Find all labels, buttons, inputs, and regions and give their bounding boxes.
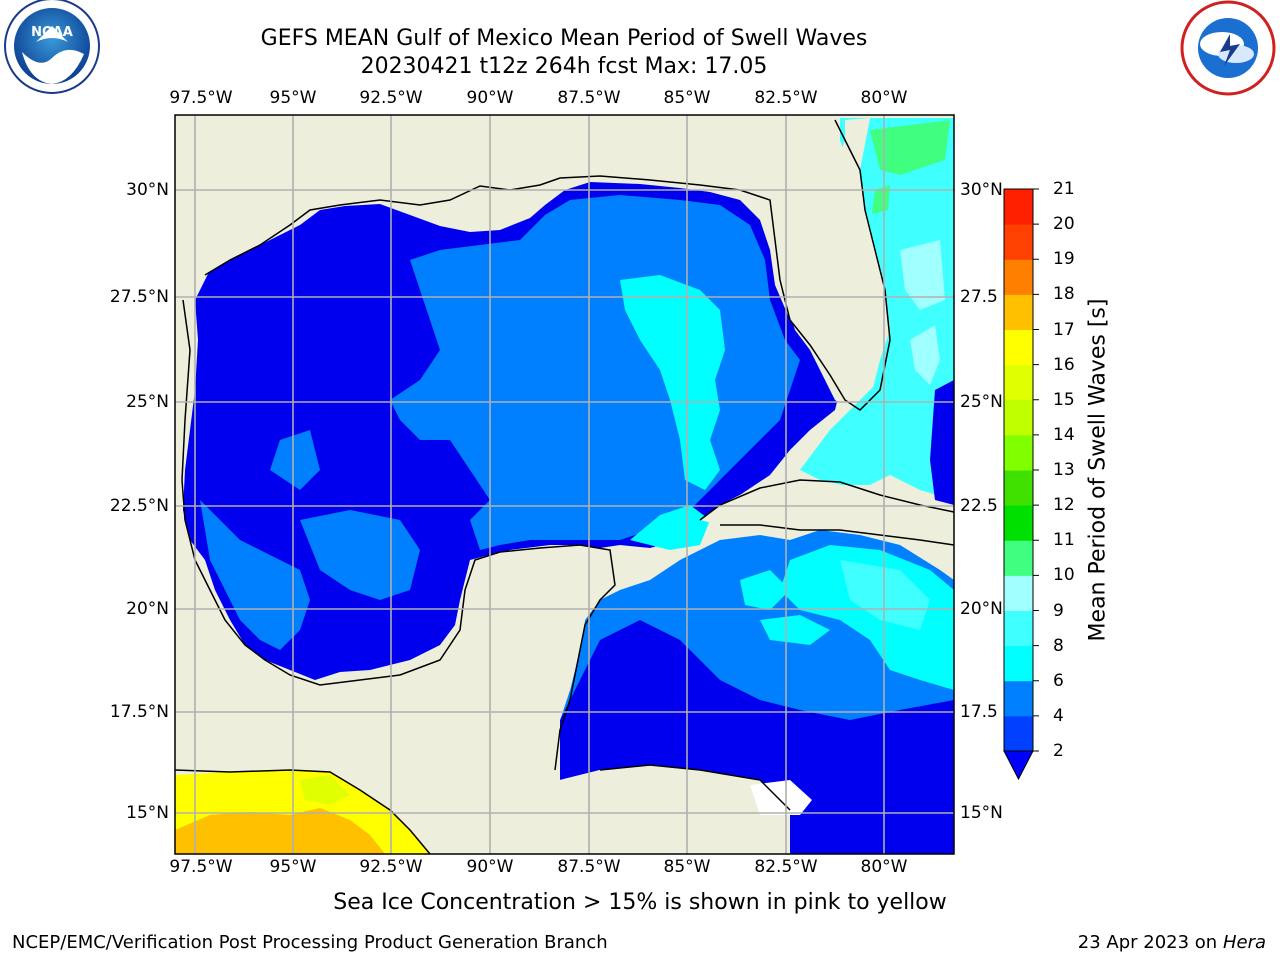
colorbar-extend-arrow: [1003, 750, 1034, 781]
colorbar-segment-9: [1004, 399, 1033, 436]
colorbar-segment-14: [1004, 224, 1033, 260]
colorbar-segment-10: [1004, 364, 1033, 401]
nws-logo: [1180, 0, 1276, 96]
colorbar-segment-8: [1004, 434, 1033, 471]
colorbar-segment-6: [1004, 505, 1033, 541]
lon-tick-top-0: 97.5°W: [169, 88, 233, 108]
colorbar-tick-6: 11: [1053, 530, 1075, 551]
colorbar-segment-1: [1004, 680, 1033, 717]
lon-tick-bottom-2: 92.5°W: [359, 857, 423, 877]
colorbar-tick-10: 15: [1053, 389, 1075, 410]
lat-tick-left-4: 20°N: [126, 599, 169, 619]
lon-tick-bottom-4: 87.5°W: [557, 857, 621, 877]
colorbar-tick-8: 13: [1053, 460, 1075, 480]
colorbar-segment-2: [1004, 645, 1033, 682]
noaa-logo-text: NOAA: [31, 25, 73, 40]
colorbar-tick-12: 17: [1053, 319, 1075, 340]
colorbar-segment-12: [1004, 294, 1033, 330]
footer-credit: NCEP/EMC/Verification Post Processing Pr…: [12, 932, 608, 953]
colorbar-tick-0: 2: [1053, 741, 1064, 761]
chart-subtitle: 20230421 t12z 264h fcst Max: 17.05: [360, 54, 768, 79]
lon-tick-top-6: 82.5°W: [754, 88, 818, 108]
florida-straits: [800, 380, 910, 485]
lon-tick-bottom-5: 85°W: [663, 857, 711, 877]
lat-tick-left-1: 27.5°N: [109, 287, 169, 307]
lat-tick-left-0: 30°N: [126, 180, 169, 200]
colorbar-segment-4: [1004, 575, 1033, 611]
lat-tick-left-6: 15°N: [126, 803, 169, 823]
lat-tick-right-6: 15°N: [960, 803, 1003, 823]
colorbar-tick-16: 21: [1053, 179, 1075, 199]
lat-tick-right-0: 30°N: [960, 180, 1003, 200]
colorbar-tick-1: 4: [1053, 705, 1064, 726]
lon-tick-top-5: 85°W: [663, 88, 711, 108]
map-panel: [175, 115, 954, 854]
florida-land: [760, 118, 890, 410]
colorbar-tick-11: 16: [1053, 354, 1075, 375]
lon-tick-top-3: 90°W: [466, 88, 514, 108]
colorbar-segment-3: [1004, 610, 1033, 647]
lat-tick-right-5: 17.5: [960, 702, 998, 722]
gulf-cyan-patch: [620, 275, 725, 490]
chart-title: GEFS MEAN Gulf of Mexico Mean Period of …: [260, 26, 868, 51]
colorbar-tick-5: 10: [1053, 565, 1075, 586]
colorbar-tick-14: 19: [1053, 249, 1075, 270]
colorbar-segment-0: [1004, 715, 1033, 752]
lon-tick-top-2: 92.5°W: [359, 88, 423, 108]
lat-tick-right-4: 20°N: [960, 599, 1003, 619]
colorbar-tick-2: 6: [1053, 670, 1064, 691]
colorbar-tick-13: 18: [1053, 284, 1075, 305]
lon-tick-top-1: 95°W: [269, 88, 317, 108]
atlantic-water: [840, 115, 954, 500]
lon-tick-bottom-1: 95°W: [269, 857, 317, 877]
colorbar-tick-15: 20: [1053, 214, 1075, 235]
lon-tick-top-4: 87.5°W: [557, 88, 621, 108]
lon-tick-top-7: 80°W: [860, 88, 908, 108]
central-america-land: [175, 500, 790, 854]
lat-tick-right-2: 25°N: [960, 392, 1003, 412]
lat-tick-left-3: 22.5°N: [109, 496, 169, 516]
grid-lines: [175, 115, 954, 854]
lat-tick-right-3: 22.5: [960, 496, 998, 516]
lat-tick-left-5: 17.5°N: [109, 702, 169, 722]
footer-date: 23 Apr 2023 on Hera: [1078, 932, 1266, 953]
colorbar-segment-13: [1004, 259, 1033, 295]
colorbar-label: Mean Period of Swell Waves [s]: [1085, 298, 1111, 642]
caption: Sea Ice Concentration > 15% is shown in …: [333, 890, 947, 915]
lat-tick-right-1: 27.5: [960, 287, 998, 307]
colorbar-segment-7: [1004, 470, 1033, 506]
colorbar: [1003, 188, 1039, 781]
colorbar-tick-7: 12: [1053, 495, 1075, 516]
lon-tick-bottom-7: 80°W: [860, 857, 908, 877]
footer-machine: Hera: [1222, 932, 1266, 953]
lon-tick-bottom-0: 97.5°W: [169, 857, 233, 877]
colorbar-tick-9: 14: [1053, 424, 1075, 445]
colorbar-segment-15: [1004, 189, 1033, 225]
yucatan-land: [440, 545, 615, 760]
lon-tick-bottom-6: 82.5°W: [754, 857, 818, 877]
noaa-logo: NOAA: [4, 0, 100, 94]
footer-date-text: 23 Apr 2023 on: [1077, 932, 1218, 953]
gulf-mid-west: [200, 500, 310, 650]
map-frame: [174, 114, 955, 855]
lat-tick-left-2: 25°N: [126, 392, 169, 412]
colorbar-tick-4: 9: [1053, 600, 1064, 621]
colorbar-segment-5: [1004, 540, 1033, 576]
colorbar-tick-3: 8: [1053, 635, 1064, 656]
lon-tick-bottom-3: 90°W: [466, 857, 514, 877]
colorbar-segment-11: [1004, 329, 1033, 366]
